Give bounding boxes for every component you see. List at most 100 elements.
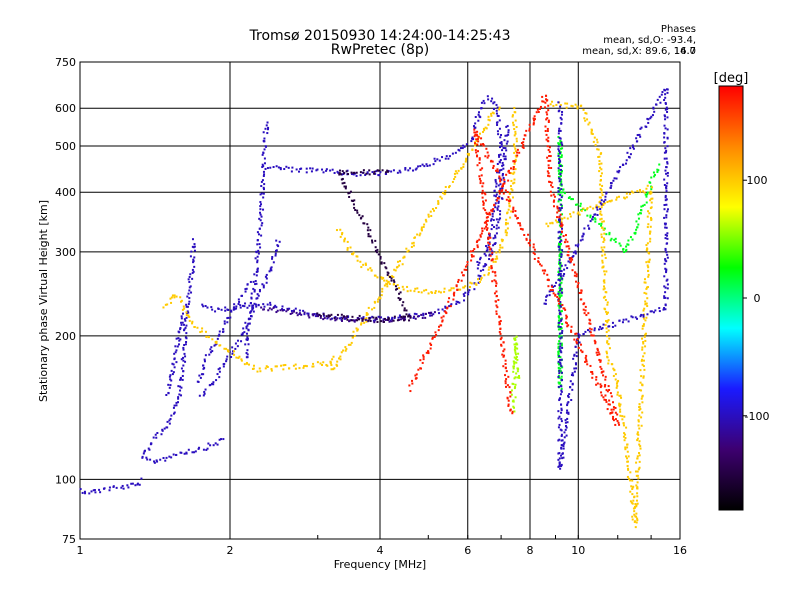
data-point [185, 324, 188, 327]
data-point [585, 358, 588, 361]
data-point [478, 158, 481, 161]
data-point [636, 140, 639, 143]
data-point [559, 270, 562, 273]
data-point [187, 278, 190, 281]
data-point [559, 285, 562, 288]
data-point [608, 337, 611, 340]
data-point [547, 136, 550, 139]
data-point [602, 370, 605, 373]
data-point [564, 234, 567, 237]
data-point [492, 260, 495, 263]
data-point [612, 419, 615, 422]
data-point [478, 157, 481, 160]
data-point [183, 318, 186, 321]
data-point [486, 246, 489, 249]
data-point [443, 287, 446, 290]
data-point [238, 355, 241, 358]
data-point [379, 257, 382, 260]
data-point [498, 108, 501, 111]
data-point [558, 332, 561, 335]
data-point [474, 282, 477, 285]
data-point [567, 412, 570, 415]
data-point [343, 238, 346, 241]
data-point [402, 301, 405, 304]
data-point [474, 149, 477, 152]
data-point [522, 138, 525, 141]
data-point [445, 312, 448, 315]
data-point [638, 454, 641, 457]
data-point [386, 170, 389, 173]
data-point [504, 231, 507, 234]
data-point [595, 204, 598, 207]
data-point [380, 276, 383, 279]
data-point [474, 131, 477, 134]
data-point [493, 101, 496, 104]
data-point [552, 285, 555, 288]
data-point [127, 486, 130, 489]
data-point [406, 250, 409, 253]
data-point [483, 102, 486, 105]
data-point [592, 207, 595, 210]
data-point [552, 200, 555, 203]
data-point [499, 328, 502, 331]
data-point [557, 136, 560, 139]
data-point [248, 322, 251, 325]
data-point [399, 171, 402, 174]
data-point [270, 308, 273, 311]
data-point [558, 347, 561, 350]
data-point [634, 231, 637, 234]
data-point [263, 157, 266, 160]
data-point [557, 162, 560, 165]
data-point [456, 172, 459, 175]
data-point [487, 241, 490, 244]
data-point [616, 381, 619, 384]
data-point [512, 206, 515, 209]
data-point [658, 163, 661, 166]
data-point [479, 278, 482, 281]
data-point [599, 360, 602, 363]
data-point [335, 363, 338, 366]
data-point [500, 336, 503, 339]
data-point [420, 291, 423, 294]
data-point [445, 155, 448, 158]
data-point [162, 306, 165, 309]
data-point [245, 332, 248, 335]
data-point [284, 363, 287, 366]
data-point [626, 243, 629, 246]
data-point [525, 129, 528, 132]
data-point [325, 363, 328, 366]
data-point [350, 319, 353, 322]
data-point [339, 358, 342, 361]
data-point [421, 229, 424, 232]
data-point [599, 386, 602, 389]
data-point [378, 174, 381, 177]
data-point [559, 303, 562, 306]
data-point [642, 324, 645, 327]
data-point [532, 123, 535, 126]
data-point [575, 351, 578, 354]
data-point [521, 228, 524, 231]
data-point [636, 190, 639, 193]
data-point [605, 191, 608, 194]
data-point [567, 324, 570, 327]
data-point [479, 179, 482, 182]
data-point [552, 205, 555, 208]
data-point [192, 260, 195, 263]
data-point [636, 487, 639, 490]
data-point [484, 193, 487, 196]
data-point [274, 254, 277, 257]
data-point [496, 106, 499, 109]
data-point [386, 169, 389, 172]
data-point [599, 202, 602, 205]
data-point [184, 326, 187, 329]
data-point [664, 258, 667, 261]
data-point [547, 225, 550, 228]
data-point [477, 111, 480, 114]
data-point [660, 93, 663, 96]
data-point [391, 316, 394, 319]
data-point [412, 317, 415, 320]
data-point [180, 315, 183, 318]
data-point [549, 190, 552, 193]
data-point [429, 210, 432, 213]
data-point [507, 375, 510, 378]
